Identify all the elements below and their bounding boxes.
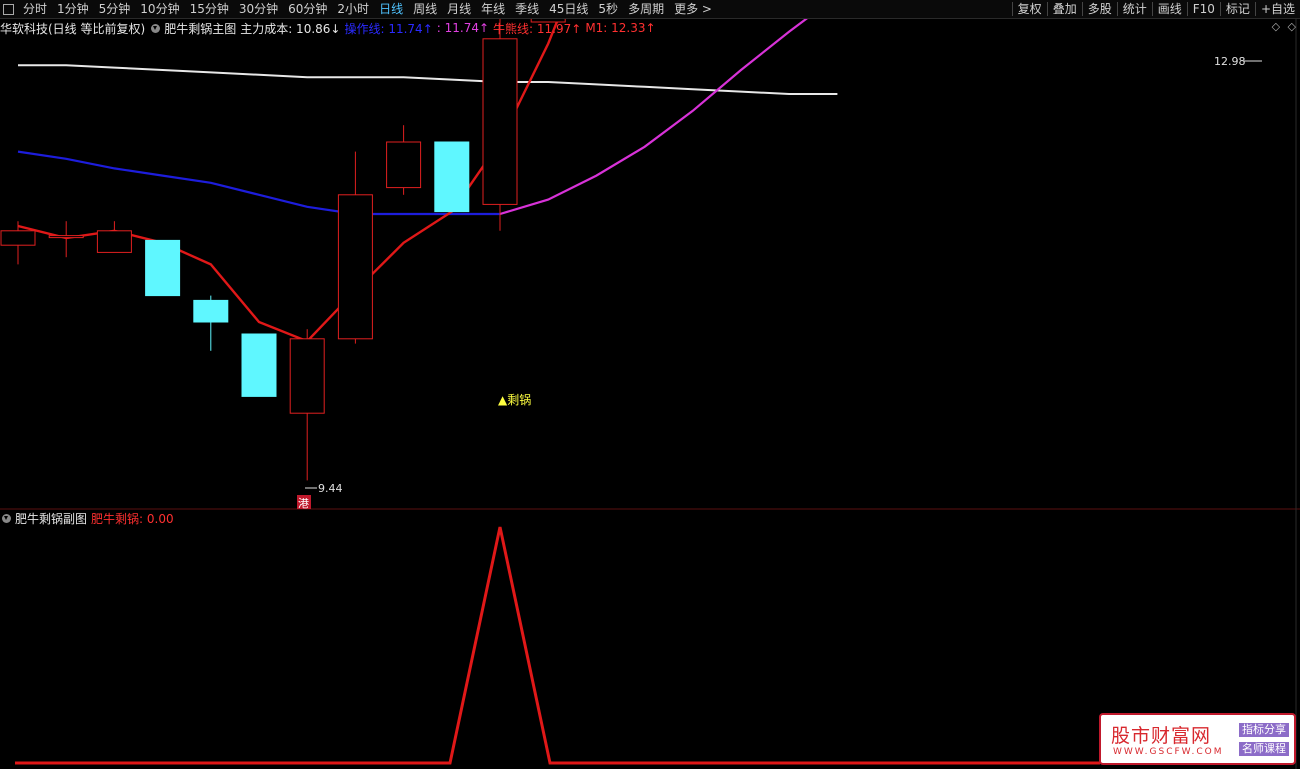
- bull-bear-line: [17, 0, 568, 343]
- op-line2-value: : 11.74↑: [436, 21, 490, 35]
- toolbar-separator: [1186, 2, 1188, 16]
- candle-up: [482, 38, 518, 205]
- period-tab[interactable]: 日线: [379, 2, 404, 16]
- toolbar-separator: [1219, 2, 1221, 16]
- sub-indicator-header: 肥牛剩锅副图 肥牛剩锅: 0.00: [0, 510, 178, 526]
- toolbar-button[interactable]: +自选: [1260, 2, 1295, 16]
- candle-up: [337, 194, 373, 340]
- period-toolbar: 分时 1分钟 5分钟 10分钟 15分钟 30分钟 60分钟 2小时 日线 周线 月线 年线 季线 45日…: [0, 0, 1300, 19]
- toolbar-separator: [1046, 2, 1048, 16]
- cost-line: [18, 64, 838, 95]
- toolbar-button[interactable]: 标记: [1225, 2, 1250, 16]
- sub-indicator-dropdown-icon[interactable]: [2, 513, 11, 523]
- candle-up: [48, 235, 84, 239]
- watermark-tag-course: 名师课程: [1239, 742, 1289, 756]
- toolbar-button[interactable]: F10: [1192, 2, 1215, 16]
- period-tab[interactable]: 年线: [481, 2, 506, 16]
- candle-up: [0, 230, 36, 246]
- main-indicator-name[interactable]: 肥牛剩锅主图: [164, 21, 237, 36]
- diamond-icon[interactable]: ◇: [1287, 20, 1296, 33]
- candle-down: [145, 239, 181, 297]
- period-tab[interactable]: 15分钟: [189, 2, 229, 16]
- toolbar-separator: [1081, 2, 1083, 16]
- period-tab[interactable]: 月线: [447, 2, 472, 16]
- op-line-magenta: [499, 0, 834, 216]
- period-tab[interactable]: 2小时: [337, 2, 370, 16]
- op-line-value: 操作线: 11.74↑: [344, 21, 433, 36]
- signal-label: ▲剩锅: [498, 392, 531, 407]
- period-tab[interactable]: 60分钟: [288, 2, 328, 16]
- low-price-label: 9.44: [318, 482, 343, 495]
- period-tab[interactable]: 周线: [413, 2, 438, 16]
- candle-down: [193, 299, 229, 323]
- toolbar-button[interactable]: 复权: [1017, 2, 1042, 16]
- watermark-tag-share: 指标分享: [1239, 723, 1289, 737]
- watermark-title: 股市财富网: [1111, 725, 1212, 747]
- m1-value: M1: 12.33↑: [585, 21, 656, 35]
- sub-indicator-value: 肥牛剩锅: 0.00: [91, 511, 174, 526]
- period-tab[interactable]: 分时: [23, 2, 48, 16]
- period-tab[interactable]: 5秒: [598, 2, 619, 16]
- toolbar-separator: [1151, 2, 1153, 16]
- bull-bear-value: 牛熊线: 11.97↑: [493, 21, 582, 36]
- toolbar-button[interactable]: 统计: [1122, 2, 1147, 16]
- corner-controls: ◇ ◇: [1268, 20, 1296, 33]
- high-price-label: 12.98: [1214, 55, 1246, 68]
- sub-signal-line: [15, 526, 1100, 765]
- period-tab[interactable]: 季线: [515, 2, 540, 16]
- diamond-icon[interactable]: ◇: [1271, 20, 1281, 33]
- candle-down: [434, 141, 470, 213]
- candle-down: [241, 333, 277, 397]
- main-indicator-header: 华软科技(日线 等比前复权) 肥牛剩锅主图 主力成本: 10.86↓ 操作线: …: [0, 20, 660, 36]
- watermark-logo: 股市财富网 WWW.GSCFW.COM 指标分享 名师课程: [1099, 713, 1296, 765]
- toolbar-button[interactable]: 多股: [1087, 2, 1112, 16]
- watermark-url: WWW.GSCFW.COM: [1113, 747, 1224, 757]
- period-tab[interactable]: 5分钟: [98, 2, 131, 16]
- period-tab[interactable]: 多周期: [628, 2, 665, 16]
- stock-title: 华软科技(日线 等比前复权): [0, 21, 146, 36]
- gang-label: 港: [298, 497, 309, 510]
- toolbar-separator: [1116, 2, 1118, 16]
- toolbar-button[interactable]: 叠加: [1052, 2, 1077, 16]
- candle-up: [386, 141, 422, 189]
- period-tab[interactable]: 1分钟: [57, 2, 89, 16]
- window-square-icon[interactable]: [3, 3, 14, 15]
- toolbar-button[interactable]: 画线: [1157, 2, 1182, 16]
- op-line-blue: [17, 150, 500, 216]
- period-tab[interactable]: 更多 >: [674, 2, 712, 16]
- toolbar-separator: [1011, 2, 1013, 16]
- candle-up: [96, 230, 132, 253]
- gang-badge: [297, 495, 311, 509]
- candle-up: [289, 338, 325, 414]
- sub-indicator-name[interactable]: 肥牛剩锅副图: [15, 511, 88, 526]
- cost-value: 主力成本: 10.86↓: [240, 21, 341, 36]
- period-tab[interactable]: 10分钟: [140, 2, 180, 16]
- toolbar-separator: [1254, 2, 1256, 16]
- period-tab[interactable]: 30分钟: [238, 2, 279, 16]
- period-tab[interactable]: 45日线: [549, 2, 589, 16]
- indicator-dropdown-icon[interactable]: [151, 23, 161, 33]
